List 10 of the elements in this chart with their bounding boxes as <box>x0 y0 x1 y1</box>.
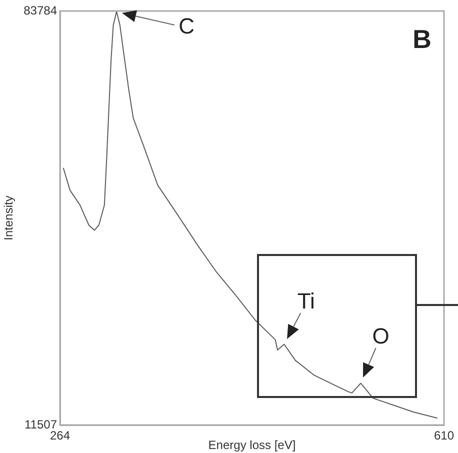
x-tick-label: 264 <box>50 428 70 443</box>
annotation: Ti <box>297 288 315 314</box>
y-tick-label: 11507 <box>24 417 58 432</box>
x-axis-title: Energy loss [eV] <box>208 438 296 452</box>
annotation: B <box>412 24 432 54</box>
y-axis-title: Intensity <box>2 196 16 240</box>
annotation: O <box>372 323 390 348</box>
annotation: C <box>178 14 195 39</box>
y-tick-label: 83784 <box>24 3 58 18</box>
x-tick-label: 610 <box>434 428 454 443</box>
